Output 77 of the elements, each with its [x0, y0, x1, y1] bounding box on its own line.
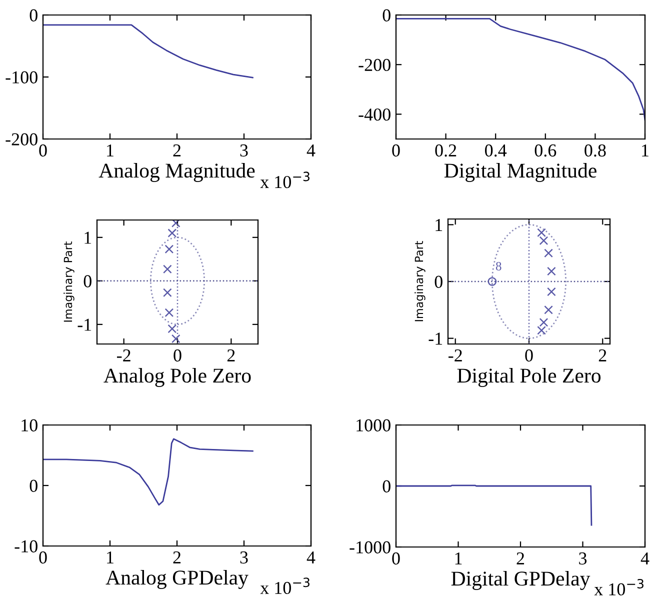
line-series [43, 24, 254, 78]
x-tick-label: 3 [240, 144, 248, 157]
x-tick-label: 1 [107, 144, 114, 156]
point [544, 305, 553, 314]
y-tick-label: -100 [6, 71, 38, 84]
point [163, 264, 172, 274]
x-tick-label: 0 [174, 349, 182, 362]
x-tick-label: 0 [39, 551, 47, 564]
point [168, 228, 177, 238]
x-axis-title: Digital Pole Zero [457, 368, 601, 387]
y-tick-label: 0 [30, 9, 38, 22]
x-tick-label: -2 [448, 349, 462, 362]
x-tick-label: 2 [173, 144, 181, 156]
line-series [396, 18, 645, 121]
text: x 10$^{−3}$ [594, 578, 644, 596]
y-tick-label: -1000 [350, 541, 390, 554]
y-tick-label: 0 [84, 275, 92, 288]
point [544, 248, 553, 258]
x-tick-label: 2 [173, 551, 181, 564]
x-axis-title: Analog GPDelay [106, 570, 248, 589]
x-tick-label: 4 [306, 144, 316, 156]
point [537, 228, 546, 238]
point [547, 287, 556, 296]
point [547, 266, 556, 276]
y-axis-title: Imaginary Part [414, 241, 426, 322]
point [164, 244, 174, 254]
y-axis-title: Imaginary Part [64, 242, 74, 322]
point [539, 236, 548, 246]
x-tick-label: 0 [39, 144, 47, 157]
x-tick-label: 4 [640, 552, 650, 564]
x-tick-label: 0 [392, 144, 400, 157]
point [171, 334, 180, 344]
y-tick-label: 0 [382, 480, 390, 492]
point [164, 308, 174, 318]
x-tick-label: 3 [240, 551, 248, 564]
y-tick-label: 0 [30, 480, 38, 492]
text: x 10$^{−3}$ [260, 578, 310, 594]
point [488, 277, 497, 286]
y-tick-label: 0 [382, 9, 390, 22]
x-tick-label: 0.8 [584, 144, 606, 157]
y-tick-label: -400 [358, 108, 390, 121]
y-tick-label: -1 [78, 318, 92, 331]
x-axis-title: Digital Magnitude [444, 163, 596, 182]
x-tick-label: 0 [392, 552, 400, 565]
y-tick-label: 10 [22, 419, 38, 432]
point [537, 326, 546, 335]
x-tick-label: -2 [116, 349, 130, 362]
line-series [43, 438, 254, 506]
x-tick-label: 1 [455, 552, 462, 564]
x-tick-label: 4 [306, 552, 316, 564]
y-tick-label: 1000 [356, 419, 390, 432]
y-tick-label: 1 [436, 219, 442, 231]
text: x 10$^{−3}$ [260, 172, 310, 188]
y-tick-label: -1 [428, 332, 442, 345]
x-tick-label: 1 [107, 551, 114, 564]
x-tick-label: 1 [642, 144, 648, 156]
point [539, 318, 548, 327]
y-tick-label: 1 [84, 232, 92, 244]
x-axis-title: Analog Pole Zero [104, 368, 251, 387]
x-tick-label: 2 [516, 552, 524, 564]
y-tick-label: 0 [434, 276, 442, 288]
y-tick-label: -200 [6, 133, 38, 146]
point [163, 288, 172, 298]
x-axis-title: Analog Magnitude [98, 163, 255, 182]
point [171, 220, 180, 228]
x-tick-label: 0.4 [485, 144, 507, 157]
x-tick-label: 3 [579, 552, 587, 565]
x-axis-title: Digital GPDelay [451, 571, 590, 590]
point [168, 324, 177, 334]
x-tick-label: 0.2 [435, 144, 456, 157]
y-tick-label: -10 [14, 540, 38, 552]
x-tick-label: 0 [525, 349, 533, 362]
x-tick-label: 2 [598, 349, 606, 362]
annotation: 8 [496, 262, 502, 270]
y-tick-label: -200 [358, 58, 390, 72]
x-tick-label: 0.6 [534, 144, 556, 157]
x-tick-label: 2 [227, 349, 235, 362]
